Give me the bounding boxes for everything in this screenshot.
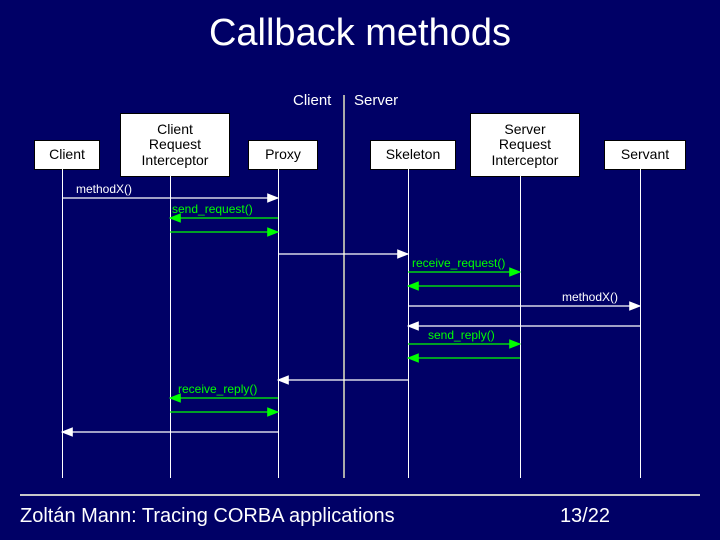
message-label-m2a: send_request() bbox=[172, 202, 253, 216]
lane-box-sri: Server Request Interceptor bbox=[470, 113, 580, 177]
message-label-m5: methodX() bbox=[562, 290, 618, 304]
message-label-m4a: receive_request() bbox=[412, 256, 505, 270]
footer-author: Zoltán Mann: Tracing CORBA applications bbox=[20, 505, 395, 528]
lane-box-skeleton: Skeleton bbox=[370, 140, 456, 170]
client-server-divider bbox=[343, 95, 345, 478]
footer-page: 13/22 bbox=[560, 505, 610, 528]
lifeline-cri bbox=[170, 171, 171, 478]
footer-divider bbox=[20, 494, 700, 496]
slide-title: Callback methods bbox=[0, 12, 720, 55]
domain-label-server: Server bbox=[354, 92, 398, 109]
lane-box-servant: Servant bbox=[604, 140, 686, 170]
lane-box-cri: Client Request Interceptor bbox=[120, 113, 230, 177]
lifeline-skeleton bbox=[408, 164, 409, 478]
lifeline-client bbox=[62, 164, 63, 478]
sequence-diagram bbox=[0, 0, 720, 540]
message-label-m7a: send_reply() bbox=[428, 328, 495, 342]
message-label-m1: methodX() bbox=[76, 182, 132, 196]
lane-box-proxy: Proxy bbox=[248, 140, 318, 170]
lifeline-sri bbox=[520, 171, 521, 478]
lifeline-servant bbox=[640, 164, 641, 478]
lifeline-proxy bbox=[278, 164, 279, 478]
message-label-m9a: receive_reply() bbox=[178, 382, 257, 396]
lane-box-client: Client bbox=[34, 140, 100, 170]
domain-label-client: Client bbox=[293, 92, 331, 109]
